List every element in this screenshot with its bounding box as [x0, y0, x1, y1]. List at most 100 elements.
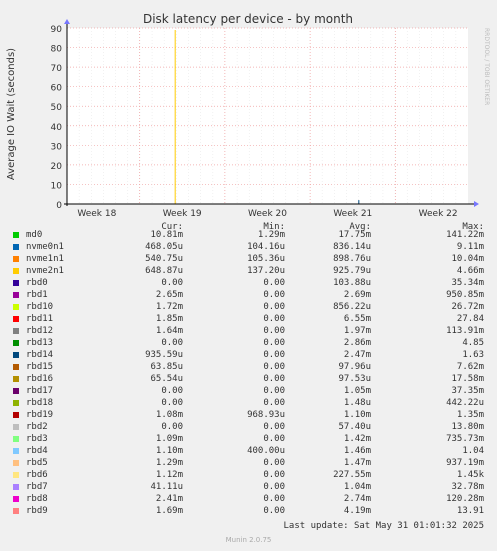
- legend-min: 0.00: [263, 374, 285, 384]
- legend-min: 137.20u: [247, 266, 285, 276]
- legend-row-md0: md0 10.81m 1.29m 17.75m 141.22m: [0, 230, 497, 242]
- legend-row-rbd10: rbd10 1.72m 0.00 856.22u 26.72m: [0, 302, 497, 314]
- legend-header-avg: Avg:: [349, 222, 371, 232]
- legend-header-max: Max:: [462, 222, 484, 232]
- legend-cur: 0.00: [161, 278, 183, 288]
- legend-min: 0.00: [263, 326, 285, 336]
- legend-row-rbd4: rbd4 1.10m 400.00u 1.46m 1.04: [0, 446, 497, 458]
- legend-cur: 1.08m: [155, 410, 183, 420]
- legend-row-rbd18: rbd18 0.00 0.00 1.48u 442.22u: [0, 398, 497, 410]
- legend-swatch: [13, 448, 19, 454]
- legend-max: 32.78m: [451, 482, 484, 492]
- x-tick-label: Week 21: [333, 209, 372, 219]
- legend-cur: 1.12m: [155, 470, 183, 480]
- legend-avg: 898.76u: [333, 254, 371, 264]
- legend-min: 0.00: [263, 482, 285, 492]
- legend-swatch: [13, 484, 19, 490]
- legend-avg: 2.86m: [343, 338, 371, 348]
- legend-row-nvme0n1: nvme0n1 468.05u 104.16u 836.14u 9.11m: [0, 242, 497, 254]
- y-tick-label: 10: [51, 181, 63, 191]
- legend-swatch: [13, 472, 19, 478]
- legend-cur: 1.10m: [155, 446, 183, 456]
- legend-row-rbd6: rbd6 1.12m 0.00 227.55m 1.45k: [0, 470, 497, 482]
- legend-row-rbd3: rbd3 1.09m 0.00 1.42m 735.73m: [0, 434, 497, 446]
- legend-avg: 57.40u: [338, 422, 371, 432]
- legend-cur: 0.00: [161, 422, 183, 432]
- legend-min: 0.00: [263, 350, 285, 360]
- legend-row-rbd9: rbd9 1.69m 0.00 4.19m 13.91: [0, 506, 497, 518]
- legend-row-rbd11: rbd11 1.85m 0.00 6.55m 27.84: [0, 314, 497, 326]
- legend-row-rbd16: rbd16 65.54u 0.00 97.53u 17.58m: [0, 374, 497, 386]
- y-tick-label: 50: [51, 103, 63, 113]
- legend-name: rbd8: [26, 494, 48, 504]
- legend-min: 105.36u: [247, 254, 285, 264]
- legend-swatch: [13, 412, 19, 418]
- legend-min: 0.00: [263, 338, 285, 348]
- legend-name: rbd16: [26, 374, 54, 384]
- legend-row-rbd2: rbd2 0.00 0.00 57.40u 13.80m: [0, 422, 497, 434]
- legend-row-rbd0: rbd0 0.00 0.00 103.88u 35.34m: [0, 278, 497, 290]
- legend-cur: 63.85u: [150, 362, 183, 372]
- legend-row-rbd13: rbd13 0.00 0.00 2.86m 4.85: [0, 338, 497, 350]
- legend-row-nvme1n1: nvme1n1 540.75u 105.36u 898.76u 10.04m: [0, 254, 497, 266]
- legend-max: 10.04m: [451, 254, 484, 264]
- legend-swatch: [13, 496, 19, 502]
- legend-name: rbd2: [26, 422, 48, 432]
- legend-swatch: [13, 304, 19, 310]
- legend-row-rbd19: rbd19 1.08m 968.93u 1.10m 1.35m: [0, 410, 497, 422]
- legend-row-rbd1: rbd1 2.65m 0.00 2.69m 950.85m: [0, 290, 497, 302]
- legend-swatch: [13, 256, 19, 262]
- legend-row-rbd17: rbd17 0.00 0.00 1.05m 37.35m: [0, 386, 497, 398]
- legend-min: 104.16u: [247, 242, 285, 252]
- legend-max: 4.66m: [456, 266, 484, 276]
- legend-header-min: Min:: [263, 222, 285, 232]
- legend-name: rbd17: [26, 386, 54, 396]
- legend-avg: 1.04m: [343, 482, 371, 492]
- legend-avg: 4.19m: [343, 506, 371, 516]
- legend-cur: 468.05u: [145, 242, 183, 252]
- legend-avg: 97.53u: [338, 374, 371, 384]
- y-tick-label: 80: [51, 45, 63, 55]
- legend-avg: 227.55m: [333, 470, 371, 480]
- legend-cur: 1.64m: [155, 326, 183, 336]
- legend-name: rbd18: [26, 398, 54, 408]
- x-tick-label: Week 19: [163, 209, 202, 219]
- legend-min: 0.00: [263, 302, 285, 312]
- legend-max: 113.91m: [446, 326, 484, 336]
- legend-cur: 0.00: [161, 338, 183, 348]
- legend-name: rbd5: [26, 458, 48, 468]
- plot-area: [67, 28, 468, 204]
- legend-swatch: [13, 328, 19, 334]
- legend-name: md0: [26, 230, 43, 240]
- legend-swatch: [13, 280, 19, 286]
- legend-min: 0.00: [263, 434, 285, 444]
- legend-min: 0.00: [263, 290, 285, 300]
- legend-min: 0.00: [263, 458, 285, 468]
- legend-swatch: [13, 244, 19, 250]
- legend-name: rbd14: [26, 350, 54, 360]
- legend-name: nvme1n1: [26, 254, 64, 264]
- legend-cur: 540.75u: [145, 254, 183, 264]
- legend-max: 1.35m: [456, 410, 484, 420]
- legend-max: 4.85: [462, 338, 484, 348]
- legend-max: 7.62m: [456, 362, 484, 372]
- legend-name: nvme2n1: [26, 266, 64, 276]
- legend-cur: 65.54u: [150, 374, 183, 384]
- legend-swatch: [13, 316, 19, 322]
- legend-row-rbd8: rbd8 2.41m 0.00 2.74m 120.28m: [0, 494, 497, 506]
- legend-swatch: [13, 340, 19, 346]
- legend-name: nvme0n1: [26, 242, 64, 252]
- legend-name: rbd15: [26, 362, 54, 372]
- legend-max: 735.73m: [446, 434, 484, 444]
- legend-name: rbd9: [26, 506, 48, 516]
- legend-name: rbd1: [26, 290, 48, 300]
- legend-name: rbd6: [26, 470, 48, 480]
- y-tick-label: 30: [51, 142, 63, 152]
- grid: [67, 27, 468, 204]
- legend-name: rbd13: [26, 338, 54, 348]
- legend-min: 0.00: [263, 278, 285, 288]
- legend-avg: 1.47m: [343, 458, 371, 468]
- y-tick-label: 90: [51, 25, 63, 35]
- legend-cur: 1.69m: [155, 506, 183, 516]
- legend-max: 9.11m: [456, 242, 484, 252]
